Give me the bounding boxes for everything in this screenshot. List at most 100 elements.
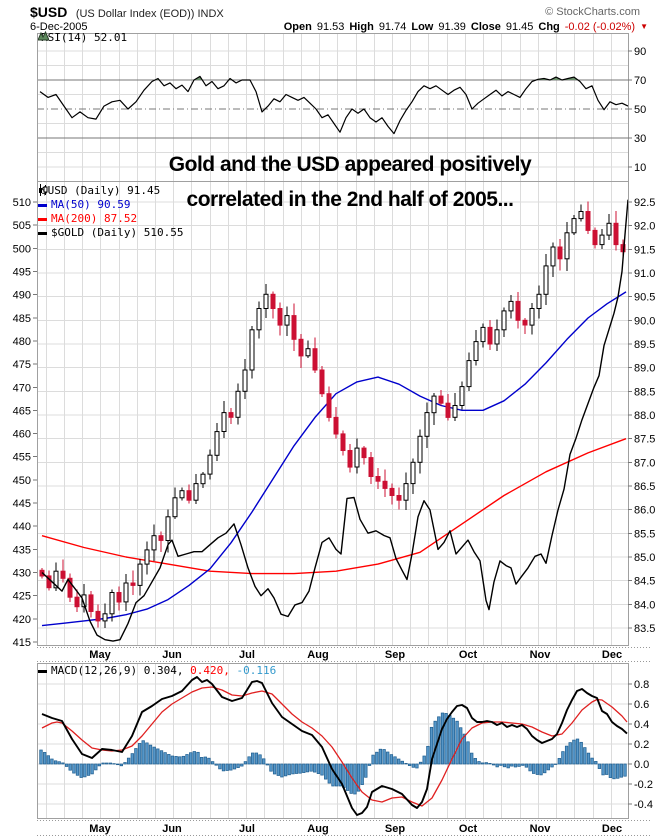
macd-hist-value: -0.116	[236, 664, 277, 677]
svg-text:85.5: 85.5	[634, 528, 655, 540]
svg-text:Jul: Jul	[239, 649, 255, 661]
main-panel-border	[37, 181, 629, 646]
ma200-swatch-icon	[38, 217, 47, 221]
svg-text:Nov: Nov	[530, 823, 552, 835]
usd-candles	[39, 201, 626, 629]
svg-text:470: 470	[13, 382, 31, 394]
svg-text:Sep: Sep	[385, 649, 405, 661]
svg-text:Oct: Oct	[459, 649, 478, 661]
svg-text:86.5: 86.5	[634, 481, 655, 493]
svg-text:445: 445	[13, 498, 31, 510]
rsi-legend-label: RSI(14) 52.01	[41, 31, 128, 44]
svg-text:87.5: 87.5	[634, 434, 655, 446]
annotation-line2: correlated in the 2nd half of 2005...	[186, 188, 514, 211]
macd-signal-line	[41, 686, 628, 807]
svg-text:485: 485	[13, 313, 31, 325]
svg-text:425: 425	[13, 591, 31, 603]
svg-text:30: 30	[634, 133, 646, 145]
svg-text:0.0: 0.0	[634, 759, 649, 771]
svg-text:440: 440	[13, 521, 31, 533]
svg-text:450: 450	[13, 475, 31, 487]
close-label: Close	[470, 21, 501, 33]
svg-text:480: 480	[13, 336, 31, 348]
ma50-legend-label: MA(50) 90.59	[51, 198, 131, 211]
ohlc-quote: Open 91.53 High 91.74 Low 91.39 Close 91…	[284, 21, 648, 33]
macd-swatch-icon	[38, 669, 47, 673]
high-label: High	[349, 21, 374, 33]
svg-text:90.0: 90.0	[634, 315, 655, 327]
svg-text:89.0: 89.0	[634, 363, 655, 375]
svg-text:Jun: Jun	[162, 823, 182, 835]
symbol: $USD	[30, 4, 68, 20]
svg-text:465: 465	[13, 405, 31, 417]
svg-text:510: 510	[13, 197, 31, 209]
svg-text:490: 490	[13, 290, 31, 302]
svg-text:Aug: Aug	[307, 823, 328, 835]
macd-legend-label: MACD(12,26,9) 0.304,	[51, 664, 184, 677]
svg-text:Oct: Oct	[459, 823, 478, 835]
svg-text:475: 475	[13, 359, 31, 371]
low-label: Low	[411, 21, 434, 33]
svg-text:92.5: 92.5	[634, 197, 655, 209]
svg-text:0.8: 0.8	[634, 679, 649, 691]
rsi-line	[39, 75, 629, 135]
gold-line	[41, 199, 629, 642]
quote-row: 6-Dec-2005 Open 91.53 High 91.74 Low 91.…	[30, 21, 648, 35]
macd-panel-border	[37, 663, 629, 819]
svg-text:435: 435	[13, 544, 31, 556]
svg-text:70: 70	[634, 75, 646, 87]
macd-signal-value: 0.420,	[190, 664, 230, 677]
svg-text:91.0: 91.0	[634, 268, 655, 280]
ma200-legend: MA(200) 87.52	[38, 212, 137, 225]
svg-text:460: 460	[13, 429, 31, 441]
svg-text:86.0: 86.0	[634, 505, 655, 517]
svg-text:415: 415	[13, 637, 31, 649]
svg-text:Jun: Jun	[162, 649, 182, 661]
svg-text:Sep: Sep	[385, 823, 405, 835]
chart-header: $USD (US Dollar Index (EOD)) INDX © Stoc…	[30, 4, 640, 20]
ma50-line	[41, 291, 627, 627]
macd-line	[41, 676, 628, 816]
svg-text:0.4: 0.4	[634, 719, 649, 731]
svg-text:10: 10	[634, 162, 646, 174]
svg-text:84.0: 84.0	[634, 599, 655, 611]
svg-text:90.5: 90.5	[634, 292, 655, 304]
close-value: 91.45	[505, 21, 534, 33]
open-value: 91.53	[316, 21, 345, 33]
svg-text:May: May	[89, 823, 111, 835]
macd-histogram	[39, 712, 627, 795]
svg-text:-0.4: -0.4	[634, 799, 653, 811]
svg-text:85.0: 85.0	[634, 552, 655, 564]
svg-text:500: 500	[13, 243, 31, 255]
gold-legend: $GOLD (Daily) 510.55	[38, 226, 183, 239]
svg-text:0.6: 0.6	[634, 699, 649, 711]
svg-text:420: 420	[13, 614, 31, 626]
svg-text:505: 505	[13, 220, 31, 232]
svg-text:Dec: Dec	[602, 649, 622, 661]
svg-text:-0.2: -0.2	[634, 779, 653, 791]
svg-text:430: 430	[13, 568, 31, 580]
svg-text:Jul: Jul	[239, 823, 255, 835]
svg-text:0.2: 0.2	[634, 739, 649, 751]
usd-legend: $USD (Daily) 91.45	[38, 184, 160, 197]
ma50-legend: MA(50) 90.59	[38, 198, 130, 211]
svg-text:88.5: 88.5	[634, 386, 655, 398]
svg-text:90: 90	[634, 46, 646, 58]
month-labels: May May Jun Jun Jul Jul Aug Aug Sep Sep Oct Oct Nov N…	[89, 649, 622, 835]
svg-text:88.0: 88.0	[634, 410, 655, 422]
usd-legend-label: $USD (Daily) 91.45	[41, 184, 161, 197]
svg-text:92.0: 92.0	[634, 221, 655, 233]
svg-text:83.5: 83.5	[634, 623, 655, 635]
svg-text:50: 50	[634, 104, 646, 116]
macd-legend: MACD(12,26,9) 0.304, 0.420, -0.116	[38, 664, 276, 677]
ma50-swatch-icon	[38, 203, 47, 207]
svg-text:87.0: 87.0	[634, 457, 655, 469]
svg-text:495: 495	[13, 266, 31, 278]
ma200-legend-label: MA(200) 87.52	[51, 212, 138, 225]
svg-text:455: 455	[13, 452, 31, 464]
copyright: © StockCharts.com	[545, 6, 640, 18]
svg-text:May: May	[89, 649, 111, 661]
svg-text:89.5: 89.5	[634, 339, 655, 351]
rsi-overbought-fill	[155, 76, 578, 80]
